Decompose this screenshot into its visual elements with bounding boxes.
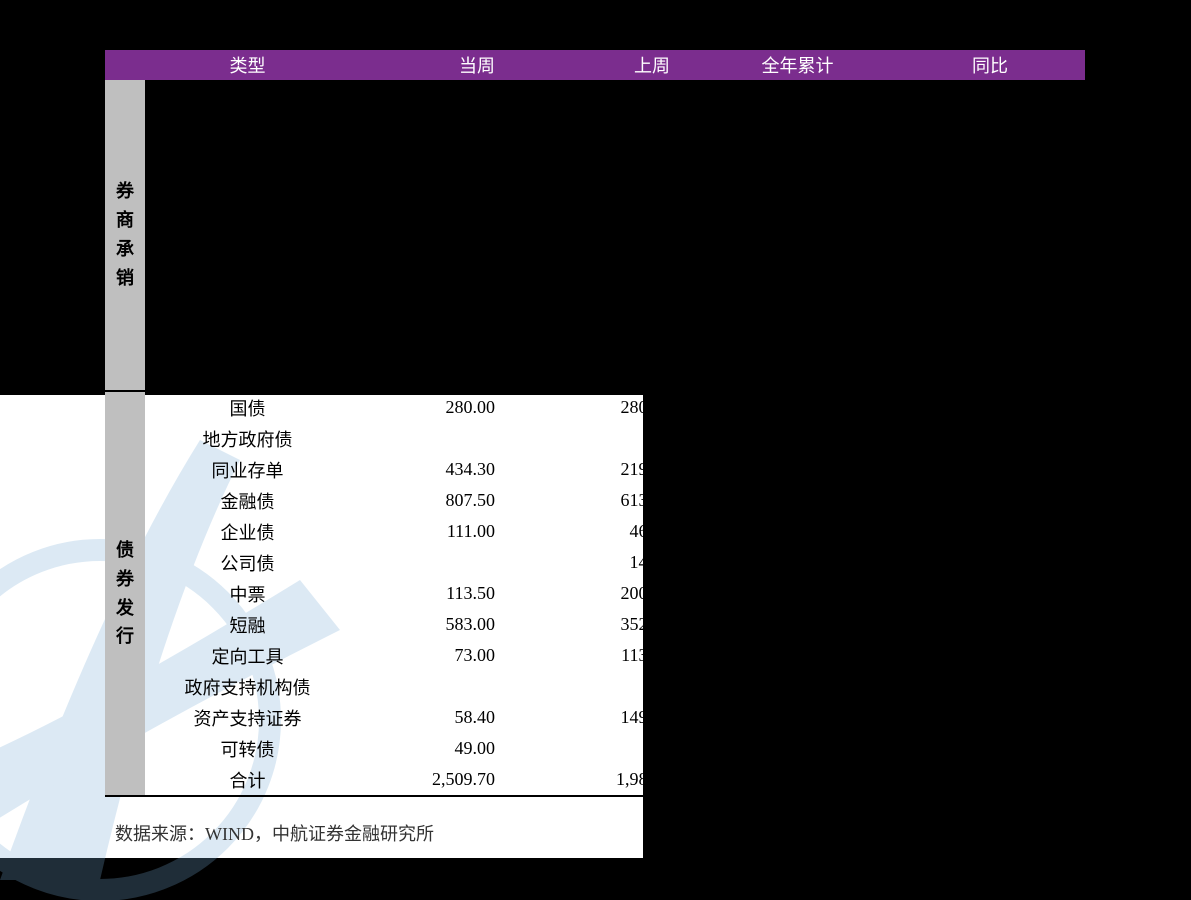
cell-prev: 219.50 (525, 459, 700, 480)
cell-prev: 200.00 (525, 583, 700, 604)
cell-type: 政府支持机构债 (145, 674, 350, 700)
table-row: 政府支持机构债 (145, 671, 1085, 702)
header-current-week: 当周 (350, 52, 525, 78)
cell-prev: 352.48 (525, 614, 700, 635)
cell-prev: 14.00 (525, 552, 700, 573)
cell-current: 111.00 (350, 521, 525, 542)
cell-type: 金融债 (145, 488, 350, 514)
table-row: 合计2,509.701,987.5 (145, 764, 1085, 795)
cell-current: 583.00 (350, 614, 525, 635)
cell-type: 资产支持证券 (145, 705, 350, 731)
table-row (145, 204, 1085, 235)
data-table: 类型 当周 上周 全年累计 同比 券商承销 债券发行 国债280.00280.0… (105, 50, 1085, 797)
table-row: 中票113.50200.00 (145, 578, 1085, 609)
cell-type: 中票 (145, 581, 350, 607)
cell-type: 国债 (145, 395, 350, 421)
header-yoy: 同比 (895, 52, 1085, 78)
cell-current: 58.40 (350, 707, 525, 728)
table-row: 短融583.00352.48 (145, 609, 1085, 640)
cell-type: 定向工具 (145, 643, 350, 669)
cell-prev: 113.00 (525, 645, 700, 666)
table-row (145, 80, 1085, 111)
cell-current: 49.00 (350, 738, 525, 759)
table-row: 可转债49.00 (145, 733, 1085, 764)
cell-current: 807.50 (350, 490, 525, 511)
table-row (145, 111, 1085, 142)
cell-type: 可转债 (145, 736, 350, 762)
vlabel-underwriting: 券商承销 (105, 80, 145, 390)
cell-current: 113.50 (350, 583, 525, 604)
cell-type: 合计 (145, 767, 350, 793)
cell-type: 地方政府债 (145, 426, 350, 452)
table-row: 国债280.00280.00 (145, 392, 1085, 423)
cell-type: 企业债 (145, 519, 350, 545)
cell-type: 同业存单 (145, 457, 350, 483)
cell-type: 公司债 (145, 550, 350, 576)
header-type: 类型 (145, 52, 350, 78)
table-row (145, 142, 1085, 173)
section-bond-issuance: 债券发行 国债280.00280.00地方政府债同业存单434.30219.50… (105, 392, 1085, 795)
table-row (145, 359, 1085, 390)
table-row: 地方政府债 (145, 423, 1085, 454)
cell-type: 短融 (145, 612, 350, 638)
table-row (145, 173, 1085, 204)
table-bottom-border (105, 795, 1085, 797)
cell-prev: 613.00 (525, 490, 700, 511)
table-row: 企业债111.0046.00 (145, 516, 1085, 547)
table-row: 定向工具73.00113.00 (145, 640, 1085, 671)
cell-current: 73.00 (350, 645, 525, 666)
header-prev-week: 上周 (525, 52, 700, 78)
table-row: 资产支持证券58.40149.55 (145, 702, 1085, 733)
table-row: 同业存单434.30219.50 (145, 454, 1085, 485)
cell-prev: 1,987.5 (525, 769, 700, 790)
cell-current: 2,509.70 (350, 769, 525, 790)
table-row (145, 328, 1085, 359)
cell-current: 280.00 (350, 397, 525, 418)
vlabel-bond-issuance: 债券发行 (105, 392, 145, 795)
header-ytd: 全年累计 (700, 52, 895, 78)
cell-prev: 46.00 (525, 521, 700, 542)
table-row (145, 235, 1085, 266)
table-row (145, 297, 1085, 328)
section-underwriting: 券商承销 (105, 80, 1085, 390)
cell-prev: 149.55 (525, 707, 700, 728)
table-row (145, 266, 1085, 297)
data-source-note: 数据来源：WIND，中航证券金融研究所 (115, 820, 434, 846)
table-row: 金融债807.50613.00 (145, 485, 1085, 516)
cell-current: 434.30 (350, 459, 525, 480)
cell-prev: 280.00 (525, 397, 700, 418)
table-row: 公司债 14.00 (145, 547, 1085, 578)
table-header-row: 类型 当周 上周 全年累计 同比 (105, 50, 1085, 80)
